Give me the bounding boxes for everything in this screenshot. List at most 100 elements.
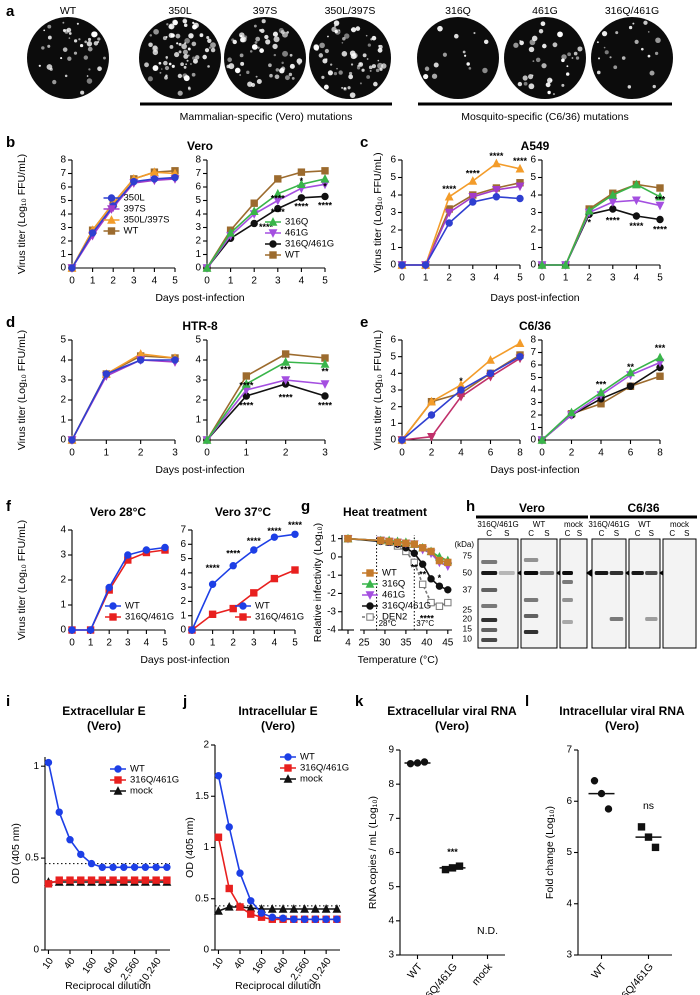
chart-subtitle: (Vero) [261,719,295,733]
plaque [291,76,295,80]
legend-marker [107,215,116,224]
plaque [272,43,278,50]
data-point [163,863,171,871]
legend-marker [366,602,374,610]
plaque [528,83,535,90]
data-point [268,913,277,921]
y-tick-label: 2 [390,401,396,412]
annotation: ** [627,362,635,372]
annotation: **** [279,392,294,402]
x-tick-label: 45 [442,638,454,649]
x-tick-label: 4 [152,276,158,287]
series-line [206,383,326,441]
panel-letter: a [6,3,15,20]
plaque [87,46,93,52]
image-label: 397S [253,5,278,17]
plaque [144,62,149,68]
y-tick-label: 1 [60,415,66,426]
fraction-label: C [528,529,534,538]
data-point [311,915,320,923]
plaque [273,53,277,57]
plaque [257,46,260,49]
data-point [427,411,436,419]
y-tick-label: 8 [195,155,201,166]
fraction-label: C [635,529,641,538]
annotation: **** [288,520,303,530]
plaque [571,57,574,59]
x-tick-label: 2 [230,638,236,649]
x-tick-label: 0 [204,448,210,459]
data-point [87,859,96,868]
series-line [347,537,449,591]
y-tick-label: 3 [195,375,201,386]
legend-marker [107,194,116,202]
data-point [161,543,169,552]
plaque [275,68,280,72]
band [523,598,539,602]
data-point [87,876,96,884]
y-tick-label: 4 [195,209,201,220]
lane-label: mock [670,520,690,529]
annotation: **** [489,151,504,161]
x-tick-label: 2 [429,448,435,459]
plaque [361,68,365,72]
fraction-label: C [486,529,492,538]
plaque-well [224,17,306,99]
data-point [130,177,138,186]
plaque [192,21,195,25]
plaque [269,73,273,78]
plaque [538,28,544,34]
data-point [247,897,255,905]
plaque [152,49,159,56]
plaque [177,90,183,96]
plaque [43,29,46,32]
plaque [164,75,168,80]
x-tick-label: 0 [189,638,195,649]
annotation: **** [318,400,333,410]
band [481,604,498,608]
plaque [191,41,197,47]
x-tick-label: 2 [106,638,112,649]
plaque [603,46,606,49]
plaque-well [309,17,391,99]
y-tick-label: 8 [60,155,66,166]
y-tick-label: 4 [60,355,66,366]
data-point [250,589,258,597]
annotation: **** [653,224,668,234]
data-point [537,260,547,269]
data-point [225,823,233,831]
data-point [655,201,665,211]
plaque [187,54,190,57]
plaque [47,44,51,48]
y-tick-label: 5 [60,195,66,206]
annotation: **** [271,207,286,217]
data-point [492,193,501,201]
reference-label: 37°C [416,619,434,628]
y-tick-label: 3 [390,207,396,218]
annotation: *** [447,847,458,857]
chart-title: Intracellular E [238,704,317,718]
x-tick-label: 1 [88,638,94,649]
plaque [649,70,655,76]
annotation: ns [643,800,654,812]
y-tick-label: 4 [195,355,201,366]
x-tick-label: 5 [162,638,168,649]
plaque [352,52,358,59]
plaque [652,84,656,89]
plaque [264,34,269,40]
plaque [239,74,242,76]
data-point [188,626,196,634]
panel-letter: h [466,498,475,515]
x-tick-label: 6 [628,448,634,459]
lane-label: 316Q/461G [477,520,518,529]
legend-label: WT [124,226,139,237]
plaque [375,68,380,73]
plaque [367,43,371,47]
y-tick-label: 3 [530,207,536,218]
plaque [78,38,81,41]
legend-label: 316Q/461G [130,775,179,786]
plaque [188,33,194,39]
legend-marker [283,774,293,783]
